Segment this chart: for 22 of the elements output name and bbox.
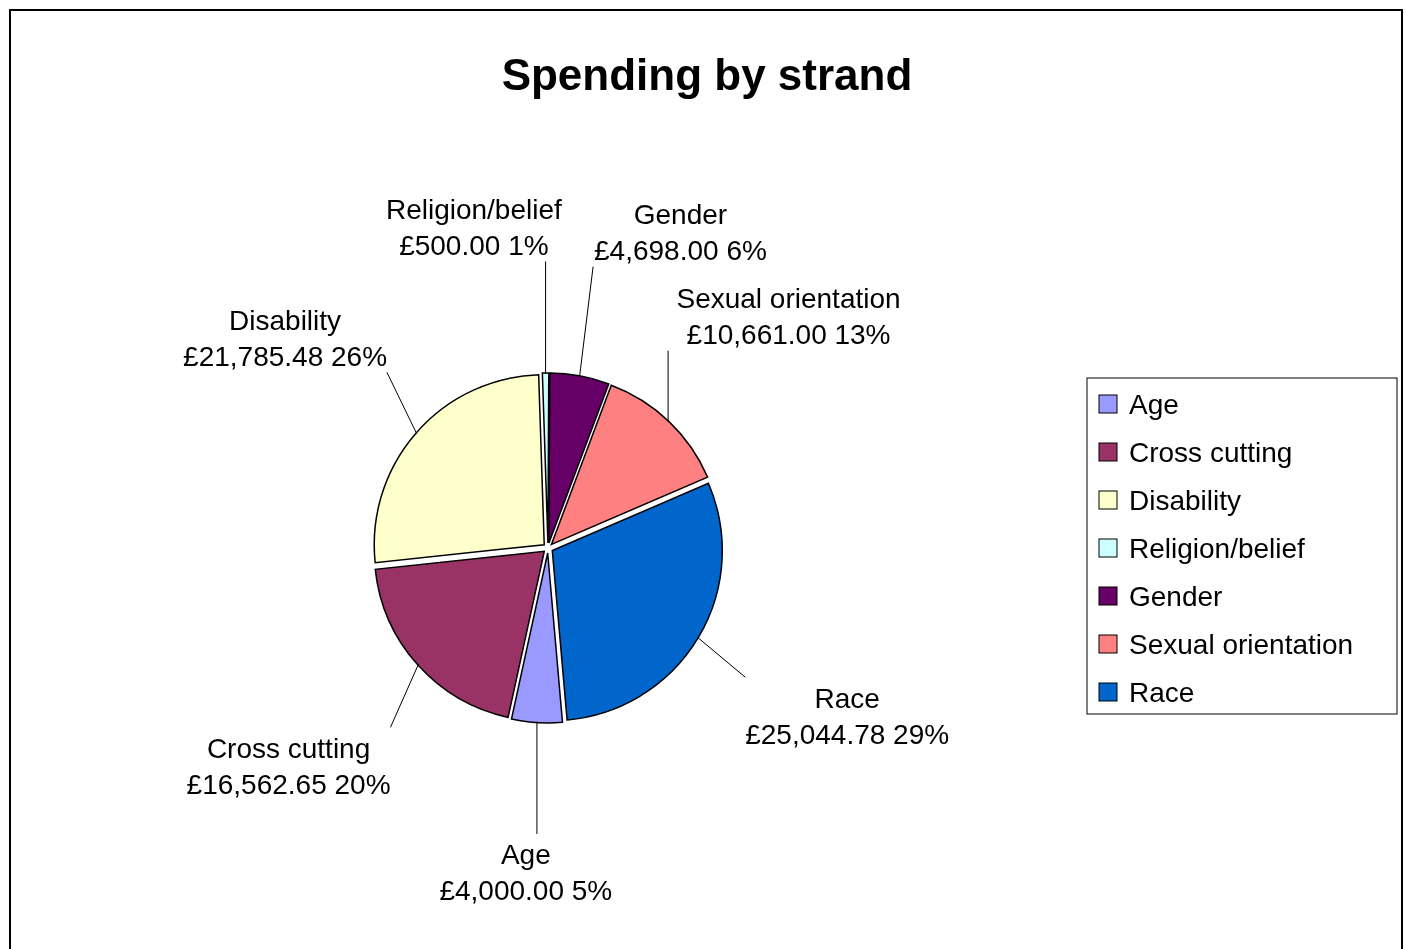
slice-label: Religion/belief (385, 194, 563, 226)
slice-label: Race (814, 682, 880, 714)
data-label: £21,785.48 26% (183, 341, 388, 373)
data-label: £25,044.78 29% (745, 718, 950, 750)
legend-label: Race (1129, 677, 1195, 708)
slice-label: Disability (229, 305, 342, 337)
data-label: £500.00 1% (399, 230, 549, 262)
chart-title: Spending by strand (501, 50, 913, 99)
slice-label: Sexual orientation (676, 283, 901, 315)
data-label: £16,562.65 20% (186, 768, 391, 800)
slice-label: Cross cutting (206, 732, 371, 764)
legend-label: Gender (1129, 581, 1223, 612)
data-label: £4,698.00 6% (594, 235, 767, 267)
legend-label: Age (1129, 389, 1179, 420)
legend-label: Disability (1129, 485, 1242, 516)
legend-label: Religion/belief (1129, 533, 1306, 564)
data-label: £10,661.00 13% (686, 319, 891, 351)
legend-label: Cross cutting (1129, 437, 1293, 468)
slice-label: Gender (633, 199, 728, 231)
slice-label: Age (500, 839, 551, 871)
data-label: £4,000.00 5% (439, 875, 613, 907)
legend-label: Sexual orientation (1129, 629, 1354, 660)
